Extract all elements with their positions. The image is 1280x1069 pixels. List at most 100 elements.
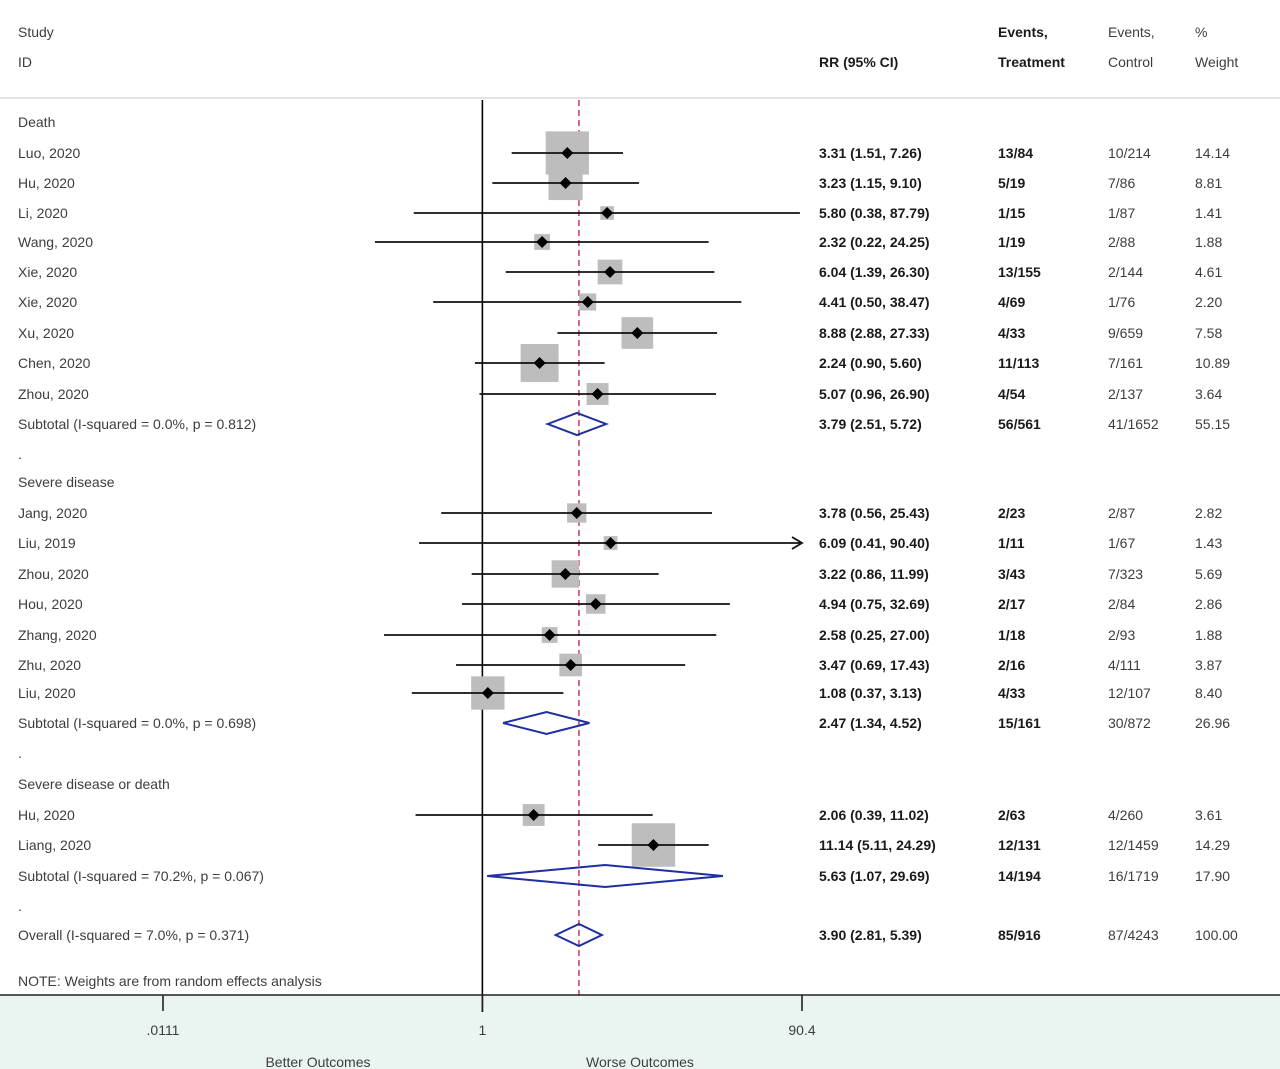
- row-label: Subtotal (I-squared = 0.0%, p = 0.698): [18, 715, 256, 731]
- events-control-value: 2/88: [1108, 234, 1135, 250]
- header-events-treatment-2: Treatment: [998, 54, 1065, 70]
- row-label: Li, 2020: [18, 205, 68, 221]
- events-treatment-value: 11/113: [998, 355, 1039, 371]
- events-control-value: 2/84: [1108, 596, 1135, 612]
- weight-value: 26.96: [1195, 715, 1230, 731]
- rr-ci-value: 3.47 (0.69, 17.43): [819, 657, 930, 673]
- events-treatment-value: 1/11: [998, 535, 1025, 551]
- events-control-value: 2/93: [1108, 627, 1135, 643]
- rr-ci-value: 3.22 (0.86, 11.99): [819, 566, 929, 582]
- point-estimate: [533, 357, 546, 369]
- rr-ci-value: 11.14 (5.11, 24.29): [819, 837, 936, 853]
- events-treatment-value: 4/33: [998, 325, 1025, 341]
- row-label: Luo, 2020: [18, 145, 80, 161]
- events-treatment-value: 12/131: [998, 837, 1041, 853]
- weight-value: 8.40: [1195, 685, 1222, 701]
- events-control-value: 12/1459: [1108, 837, 1159, 853]
- weight-value: 1.88: [1195, 627, 1222, 643]
- weight-value: 3.64: [1195, 386, 1222, 402]
- weight-value: 100.00: [1195, 927, 1238, 943]
- point-estimate: [559, 568, 572, 580]
- rr-ci-value: 3.31 (1.51, 7.26): [819, 145, 922, 161]
- row-label: .: [18, 898, 22, 914]
- weight-value: 14.14: [1195, 145, 1230, 161]
- header-weight-1: %: [1195, 24, 1207, 40]
- events-control-value: 7/86: [1108, 175, 1135, 191]
- rr-ci-value: 5.80 (0.38, 87.79): [819, 205, 930, 221]
- events-treatment-value: 56/561: [998, 416, 1041, 432]
- rr-ci-value: 5.63 (1.07, 29.69): [819, 868, 930, 884]
- weight-value: 7.58: [1195, 325, 1222, 341]
- header-study: Study: [18, 24, 54, 40]
- row-label: Severe disease: [18, 474, 115, 490]
- events-treatment-value: 14/194: [998, 868, 1041, 884]
- events-treatment-value: 4/33: [998, 685, 1025, 701]
- events-treatment-value: 3/43: [998, 566, 1025, 582]
- rr-ci-value: 3.79 (2.51, 5.72): [819, 416, 922, 432]
- row-label: Hu, 2020: [18, 175, 75, 191]
- rr-ci-value: 2.58 (0.25, 27.00): [819, 627, 930, 643]
- row-label: Chen, 2020: [18, 355, 91, 371]
- events-control-value: 1/87: [1108, 205, 1135, 221]
- events-control-value: 41/1652: [1108, 416, 1159, 432]
- row-label: Zhu, 2020: [18, 657, 81, 673]
- subtotal-diamond: [502, 710, 590, 736]
- events-treatment-value: 4/69: [998, 294, 1025, 310]
- header-events-treatment-1: Events,: [998, 24, 1048, 40]
- events-control-value: 1/76: [1108, 294, 1135, 310]
- events-treatment-value: 5/19: [998, 175, 1025, 191]
- events-treatment-value: 13/155: [998, 264, 1041, 280]
- rr-ci-value: 2.06 (0.39, 11.02): [819, 807, 929, 823]
- row-label: Xu, 2020: [18, 325, 74, 341]
- row-label: Xie, 2020: [18, 264, 77, 280]
- weight-value: 4.61: [1195, 264, 1222, 280]
- row-label: Liu, 2019: [18, 535, 76, 551]
- rr-ci-value: 1.08 (0.37, 3.13): [819, 685, 922, 701]
- row-label: Zhang, 2020: [18, 627, 97, 643]
- events-treatment-value: 1/19: [998, 234, 1025, 250]
- point-estimate: [564, 659, 577, 671]
- events-control-value: 4/111: [1108, 657, 1141, 673]
- events-treatment-value: 2/16: [998, 657, 1025, 673]
- weight-value: 5.69: [1195, 566, 1222, 582]
- row-label: Jang, 2020: [18, 505, 87, 521]
- weight-value: 2.86: [1195, 596, 1222, 612]
- events-control-value: 9/659: [1108, 325, 1143, 341]
- weight-value: 1.41: [1195, 205, 1222, 221]
- rr-ci-value: 2.24 (0.90, 5.60): [819, 355, 922, 371]
- rr-ci-value: 5.07 (0.96, 26.90): [819, 386, 930, 402]
- row-label: Liu, 2020: [18, 685, 76, 701]
- events-treatment-value: 85/916: [998, 927, 1041, 943]
- row-label: Hou, 2020: [18, 596, 83, 612]
- point-estimate: [631, 327, 644, 339]
- point-estimate: [601, 207, 614, 219]
- x-tick-label: 90.4: [788, 1022, 815, 1038]
- rr-ci-value: 6.09 (0.41, 90.40): [819, 535, 930, 551]
- events-control-value: 7/323: [1108, 566, 1143, 582]
- point-estimate: [591, 388, 604, 400]
- events-treatment-value: 2/17: [998, 596, 1025, 612]
- subtotal-diamond: [544, 411, 609, 437]
- weight-value: 1.43: [1195, 535, 1222, 551]
- events-control-value: 2/144: [1108, 264, 1143, 280]
- point-estimate: [647, 839, 660, 851]
- row-label: .: [18, 446, 22, 462]
- point-estimate: [481, 687, 494, 699]
- weight-value: 10.89: [1195, 355, 1230, 371]
- rr-ci-value: 6.04 (1.39, 26.30): [819, 264, 930, 280]
- subtotal-diamond: [487, 863, 724, 889]
- events-treatment-value: 13/84: [998, 145, 1033, 161]
- weight-value: 3.61: [1195, 807, 1222, 823]
- events-control-value: 2/137: [1108, 386, 1143, 402]
- header-rr: RR (95% CI): [819, 54, 898, 70]
- point-estimate: [581, 296, 594, 308]
- point-estimate: [603, 266, 616, 278]
- weight-value: 2.82: [1195, 505, 1222, 521]
- events-treatment-value: 1/18: [998, 627, 1025, 643]
- row-label: Subtotal (I-squared = 0.0%, p = 0.812): [18, 416, 256, 432]
- events-treatment-value: 15/161: [998, 715, 1041, 731]
- row-label: Hu, 2020: [18, 807, 75, 823]
- point-estimate: [527, 809, 540, 821]
- events-control-value: 10/214: [1108, 145, 1151, 161]
